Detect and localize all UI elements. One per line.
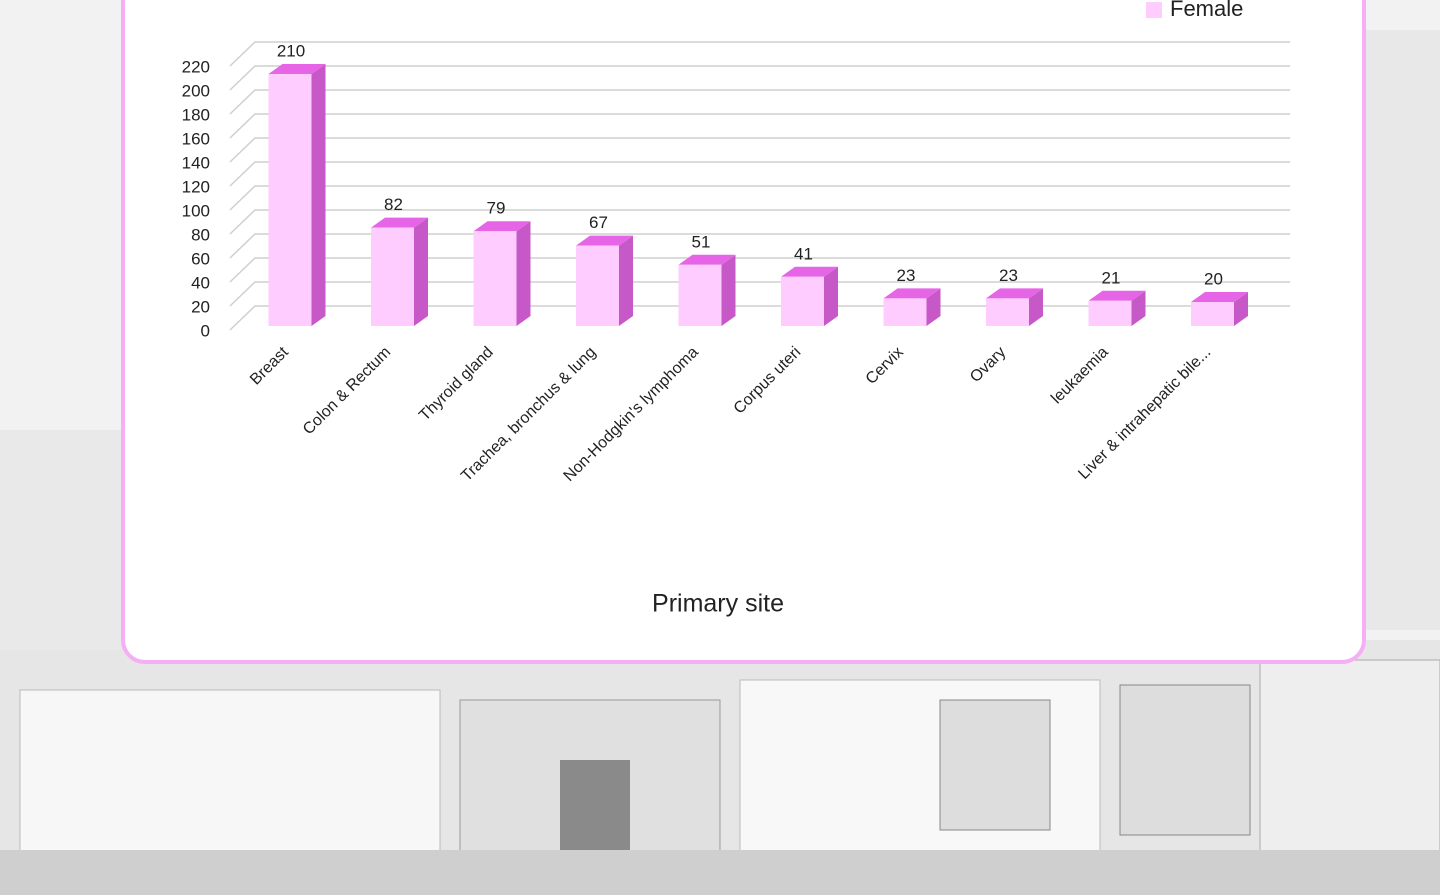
- bar-front: [1191, 302, 1234, 326]
- bar-side: [312, 64, 326, 326]
- bar-side: [722, 255, 736, 326]
- data-label: 21: [1102, 268, 1121, 287]
- bar: [1191, 292, 1248, 326]
- bar-side: [824, 267, 838, 326]
- bar: [576, 236, 633, 326]
- y-tick-label: 0: [201, 321, 210, 340]
- y-tick-label: 140: [182, 153, 210, 172]
- bar: [269, 64, 326, 326]
- legend-label: Female: [1170, 0, 1243, 21]
- y-tick-label: 60: [191, 249, 210, 268]
- y-tick-label: 20: [191, 297, 210, 316]
- bar-side: [619, 236, 633, 326]
- bar-side: [414, 218, 428, 326]
- data-label: 41: [794, 244, 813, 263]
- y-tick-label: 220: [182, 57, 210, 76]
- data-label: 20: [1204, 269, 1223, 288]
- y-tick-label: 120: [182, 177, 210, 196]
- y-tick-label: 100: [182, 201, 210, 220]
- bar-front: [371, 228, 414, 326]
- bar-front: [269, 74, 312, 326]
- y-tick-label: 40: [191, 273, 210, 292]
- bar-front: [679, 265, 722, 326]
- y-tick-label: 80: [191, 225, 210, 244]
- bar-front: [781, 277, 824, 326]
- bar: [986, 288, 1043, 326]
- y-tick-label: 180: [182, 105, 210, 124]
- bar-front: [576, 246, 619, 326]
- x-axis-title: Primary site: [652, 590, 784, 618]
- bar: [884, 288, 941, 326]
- data-label: 79: [487, 199, 506, 218]
- chart: Primary site Female 0 20 40 60 80 100 120 140 16…: [0, 0, 1440, 895]
- bar-front: [474, 231, 517, 326]
- bar: [474, 221, 531, 326]
- data-label: 51: [692, 232, 711, 251]
- bar-front: [884, 298, 927, 326]
- data-label: 82: [384, 195, 403, 214]
- y-tick-label: 160: [182, 129, 210, 148]
- data-label: 67: [589, 213, 608, 232]
- page: {"chart_data": {"type": "bar", "x_label"…: [0, 0, 1440, 895]
- bar-front: [1089, 301, 1132, 326]
- bar: [1089, 291, 1146, 326]
- bar: [679, 255, 736, 326]
- bar-side: [517, 221, 531, 326]
- bar: [781, 267, 838, 326]
- data-label: 23: [999, 266, 1018, 285]
- bar-front: [986, 298, 1029, 326]
- bar: [371, 218, 428, 326]
- data-label: 23: [897, 266, 916, 285]
- data-label: 210: [277, 41, 305, 60]
- y-tick-label: 200: [182, 81, 210, 100]
- legend-swatch: [1146, 2, 1162, 18]
